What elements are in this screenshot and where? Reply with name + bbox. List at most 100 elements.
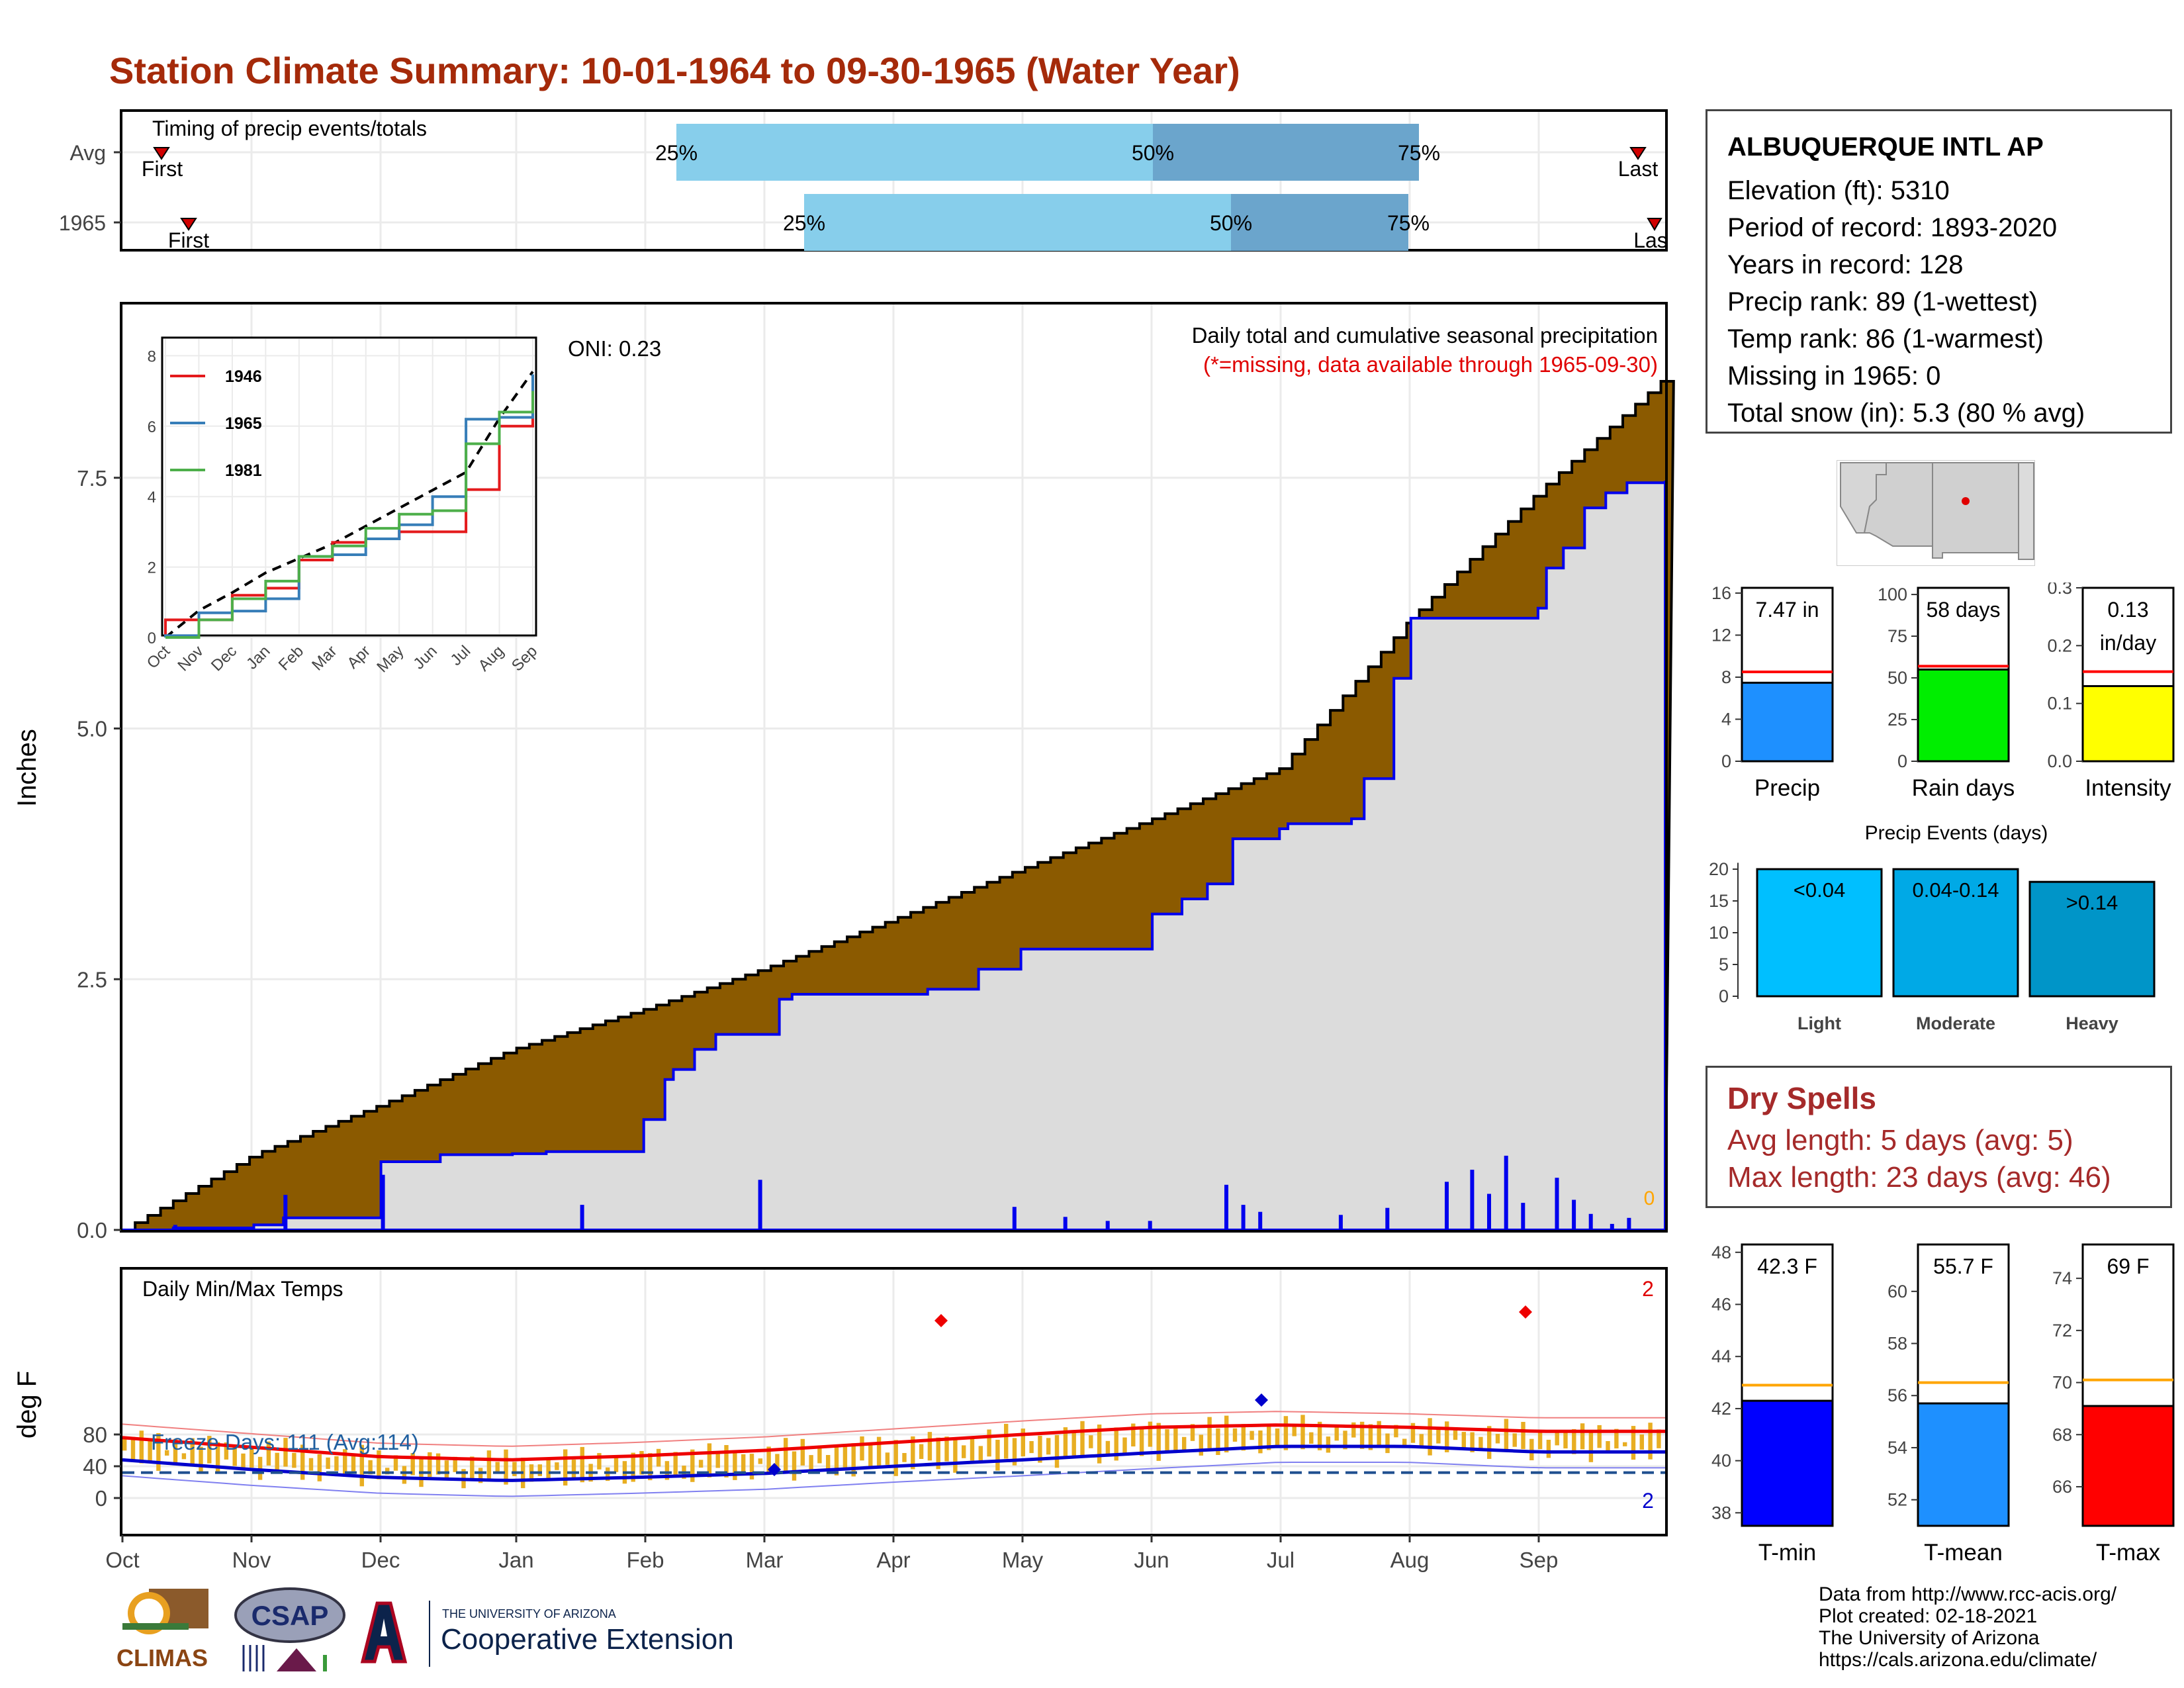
daily-temp-bar [851,1443,856,1477]
daily-temp-bar [733,1452,737,1480]
month-tick-label: Jan [498,1548,533,1572]
logo-divider [429,1601,430,1667]
daily-temp-bar [317,1454,322,1481]
station-info-box: ALBUQUERQUE INTL AP Elevation (ft): 5310… [1706,109,2172,434]
precip-ytick-label: 2.5 [77,967,107,992]
daily-temp-bar [1555,1432,1559,1446]
daily-temp-bar [334,1456,339,1471]
mini-tick-label: 46 [1711,1295,1731,1315]
daily-temp-bar [1097,1425,1102,1464]
summary-bar-t-min [1741,1399,1834,1527]
station-missing: Missing in 1965: 0 [1727,361,1941,391]
daily-temp-bar [215,1442,220,1474]
events-bar-heavy [2028,880,2156,998]
events-bar-label: 0.04-0.14 [1913,878,1999,902]
daily-temp-bar [1470,1432,1475,1452]
daily-temp-bar [359,1444,364,1487]
daily-temp-bar [470,1456,475,1479]
mini-tick-label: 48 [1711,1243,1731,1262]
events-category-label: Light [1797,1013,1841,1033]
inset-series-1981 [165,391,534,639]
daily-temp-bar [1063,1427,1068,1456]
daily-temp-bar [919,1444,924,1459]
month-tick-label: May [1002,1548,1044,1572]
daily-temp-bar [1300,1415,1305,1450]
daily-temp-bar [885,1452,890,1465]
mini-value-label: 7.47 in [1755,598,1819,622]
daily-temp-bar [1479,1436,1483,1449]
mini-value-label: 42.3 F [1757,1254,1817,1278]
daily-precip-bar [1385,1207,1390,1230]
inset-xtick-label: May [373,642,407,676]
csap-text: CSAP [251,1600,329,1631]
mini-value-label: 58 days [1926,598,2000,622]
ua-small-text: THE UNIVERSITY OF ARIZONA [442,1607,616,1620]
events-bar-label: >0.14 [2066,891,2118,914]
daily-temp-bar [1419,1434,1424,1448]
mini-tick-label: 16 [1711,583,1731,603]
daily-temp-bar [266,1441,271,1466]
mini-name-label: Intensity [2085,775,2171,801]
daily-temp-bar [1359,1421,1365,1449]
daily-temp-bar [571,1460,576,1479]
daily-temp-bar [495,1462,500,1472]
daily-temp-bar [766,1446,771,1474]
daily-temp-bar [1580,1423,1585,1450]
daily-temp-bar [1521,1422,1525,1450]
mini-name-label: T-mean [1924,1540,2003,1566]
mini-name-label: Rain days [1912,775,2015,801]
daily-temp-bar [1283,1416,1289,1450]
daily-temp-bar [1122,1437,1127,1454]
daily-temp-bar [876,1436,882,1466]
daily-precip-bar [173,1225,177,1230]
daily-temp-bar [563,1449,568,1486]
dry-spells-avg: Avg length: 5 days (avg: 5) [1727,1124,2073,1156]
events-category-label: Heavy [2066,1013,2118,1033]
events-tick-label: 10 [1709,923,1729,943]
daily-temp-bar [1012,1438,1017,1466]
daily-temp-bar [1648,1423,1653,1460]
daily-temp-bar [970,1437,975,1461]
daily-temp-bar [283,1438,288,1467]
daily-temp-bar [927,1432,933,1461]
daily-precip-bar [1572,1199,1576,1230]
station-temp-rank: Temp rank: 86 (1-warmest) [1727,324,2044,353]
credit-block: Data from http://www.rcc-acis.org/ Plot … [1819,1583,2116,1671]
daily-temp-bar [707,1443,712,1477]
temp-ytick-label: 80 [83,1423,107,1447]
daily-temp-bar [478,1468,483,1483]
daily-temp-bar [1029,1441,1034,1454]
daily-temp-bar [385,1468,390,1475]
daily-precip-bar [1445,1182,1449,1230]
daily-temp-bar [826,1455,831,1470]
daily-temp-bar [631,1452,635,1482]
month-tick-label: Jun [1134,1548,1169,1572]
daily-temp-bar [377,1450,381,1479]
inset-xtick-label: Jun [410,642,440,673]
mini-tick-label: 75 [1888,626,1907,646]
inset-ytick-label: 8 [148,348,156,365]
daily-temp-bar [326,1457,330,1469]
mini-tick-label: 100 [1878,585,1907,604]
mini-tick-label: 42 [1711,1399,1731,1419]
mini-tick-label: 72 [2052,1321,2072,1340]
timing-row-1965-label: 1965 [59,211,106,235]
temp-ytick-label: 0 [95,1486,107,1511]
daily-temp-bar [987,1429,991,1457]
inset-xtick-label: Aug [475,642,508,675]
daily-temp-bar [656,1448,661,1467]
locator-map [1837,460,2035,566]
daily-temp-bar [122,1437,127,1451]
precip-ylabel: Inches [13,729,42,807]
daily-temp-bar [1114,1427,1118,1461]
daily-temp-bar [1105,1440,1111,1454]
daily-temp-bar [1139,1427,1144,1456]
daily-temp-bar [758,1458,762,1464]
daily-temp-bar [1258,1430,1263,1454]
daily-temp-bar [715,1452,720,1468]
month-tick-label: Jul [1267,1548,1295,1572]
events-bar-light [1756,868,1883,998]
daily-temp-bar [1267,1425,1271,1450]
mini-name-label: T-min [1758,1540,1817,1566]
inset-xtick-label: Dec [208,642,240,675]
